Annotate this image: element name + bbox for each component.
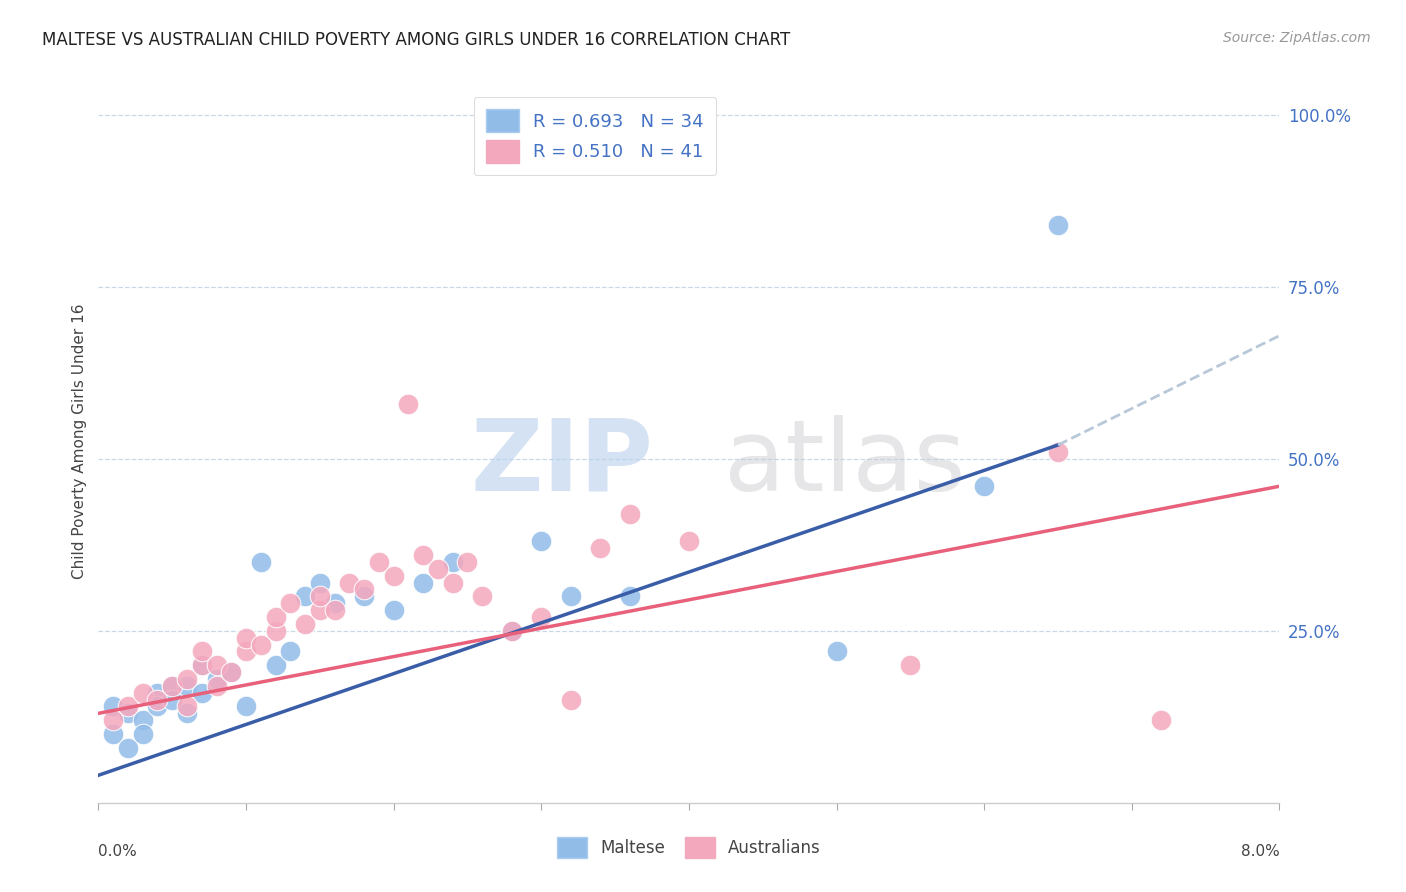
Point — [973, 479, 995, 493]
Point — [103, 727, 125, 741]
Point — [441, 575, 464, 590]
Point — [412, 548, 434, 562]
Point — [530, 610, 553, 624]
Point — [619, 590, 641, 604]
Point — [530, 534, 553, 549]
Point — [162, 679, 183, 693]
Point — [280, 596, 302, 610]
Text: ZIP: ZIP — [471, 415, 654, 512]
Point — [191, 644, 214, 658]
Text: 8.0%: 8.0% — [1240, 844, 1279, 859]
Point — [501, 624, 523, 638]
Point — [235, 699, 257, 714]
Point — [132, 686, 155, 700]
Point — [457, 555, 479, 569]
Point — [146, 692, 169, 706]
Point — [294, 590, 316, 604]
Point — [176, 706, 198, 721]
Legend: Maltese, Australians: Maltese, Australians — [548, 829, 830, 867]
Point — [560, 590, 582, 604]
Text: atlas: atlas — [724, 415, 966, 512]
Point — [117, 699, 139, 714]
Point — [264, 624, 287, 638]
Point — [619, 507, 641, 521]
Point — [235, 644, 257, 658]
Point — [162, 679, 183, 693]
Point — [323, 596, 346, 610]
Text: MALTESE VS AUSTRALIAN CHILD POVERTY AMONG GIRLS UNDER 16 CORRELATION CHART: MALTESE VS AUSTRALIAN CHILD POVERTY AMON… — [42, 31, 790, 49]
Point — [176, 672, 198, 686]
Point — [176, 679, 198, 693]
Point — [162, 692, 183, 706]
Point — [205, 679, 228, 693]
Point — [191, 686, 214, 700]
Point — [294, 616, 316, 631]
Point — [1046, 218, 1070, 232]
Text: 0.0%: 0.0% — [98, 844, 138, 859]
Point — [250, 555, 273, 569]
Point — [339, 575, 361, 590]
Point — [176, 699, 198, 714]
Point — [309, 590, 332, 604]
Point — [221, 665, 243, 679]
Point — [146, 699, 169, 714]
Point — [353, 582, 375, 597]
Point — [678, 534, 700, 549]
Point — [205, 672, 228, 686]
Point — [900, 658, 922, 673]
Point — [117, 706, 139, 721]
Point — [132, 727, 155, 741]
Point — [221, 665, 243, 679]
Point — [191, 658, 214, 673]
Point — [117, 740, 139, 755]
Point — [103, 699, 125, 714]
Point — [264, 658, 287, 673]
Point — [103, 713, 125, 727]
Point — [1046, 445, 1070, 459]
Point — [191, 658, 214, 673]
Point — [441, 555, 464, 569]
Point — [353, 590, 375, 604]
Point — [589, 541, 612, 556]
Point — [309, 603, 332, 617]
Point — [235, 631, 257, 645]
Point — [280, 644, 302, 658]
Point — [825, 644, 848, 658]
Point — [132, 713, 155, 727]
Point — [382, 603, 405, 617]
Point — [1150, 713, 1173, 727]
Point — [205, 658, 228, 673]
Point — [368, 555, 391, 569]
Y-axis label: Child Poverty Among Girls Under 16: Child Poverty Among Girls Under 16 — [72, 304, 87, 579]
Point — [264, 610, 287, 624]
Point — [323, 603, 346, 617]
Point — [427, 562, 450, 576]
Point — [471, 590, 494, 604]
Point — [412, 575, 434, 590]
Point — [398, 397, 420, 411]
Point — [560, 692, 582, 706]
Point — [501, 624, 523, 638]
Point — [250, 638, 273, 652]
Point — [146, 686, 169, 700]
Text: Source: ZipAtlas.com: Source: ZipAtlas.com — [1223, 31, 1371, 45]
Point — [309, 575, 332, 590]
Point — [382, 568, 405, 582]
